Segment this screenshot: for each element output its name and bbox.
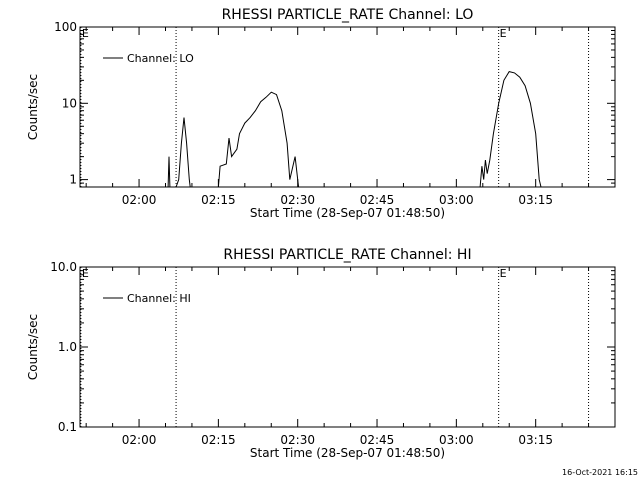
chart-panel-lo: RHESSI PARTICLE_RATE Channel: LO 02:00 02:… [26,7,616,220]
x-tick-label: 03:15 [518,193,553,207]
chart-panel-hi: RHESSI PARTICLE_RATE Channel: HI 02:00 02:… [26,247,616,460]
event-marker-label: E [82,267,89,280]
x-axis-label: Start Time (28-Sep-07 01:48:50) [250,206,445,220]
legend-entry: Channel: LO [127,52,194,65]
x-tick-label: 02:15 [201,433,236,447]
x-tick-label: 02:00 [122,193,157,207]
chart-title: RHESSI PARTICLE_RATE Channel: HI [223,247,471,263]
x-tick-label: 02:30 [280,193,315,207]
x-tick-label: 03:00 [439,193,474,207]
x-tick-label: 03:15 [518,433,553,447]
chart-title: RHESSI PARTICLE_RATE Channel: LO [222,7,474,23]
y-axis-label: Counts/sec [26,314,40,380]
series-line-segment [479,71,542,188]
x-tick-label: 03:00 [439,433,474,447]
plot-frame [79,26,616,188]
series-line-segment [175,117,191,188]
y-tick-label: 1.0 [58,340,77,354]
y-tick-label: 1 [69,173,77,187]
x-axis-label: Start Time (28-Sep-07 01:48:50) [250,446,445,460]
legend-entry: Channel: HI [127,292,191,305]
y-tick-label: 100 [54,20,77,34]
x-tick-label: 02:15 [201,193,236,207]
x-tick-label: 02:30 [280,433,315,447]
y-axis-label: Counts/sec [26,74,40,140]
event-marker-label: E [500,27,507,40]
y-tick-label: 0.1 [58,420,77,434]
series-line-segment [217,91,300,188]
x-tick-label: 02:45 [360,193,395,207]
x-tick-label: 02:00 [122,433,157,447]
event-marker-label: E [82,27,89,40]
event-marker-label: E [500,267,507,280]
y-tick-label: 10 [62,96,77,110]
y-tick-label: 10.0 [50,260,77,274]
plot-frame [79,266,616,428]
footer-timestamp: 16-Oct-2021 16:15 [562,468,638,477]
series-line-segment [167,156,171,188]
x-tick-label: 02:45 [360,433,395,447]
